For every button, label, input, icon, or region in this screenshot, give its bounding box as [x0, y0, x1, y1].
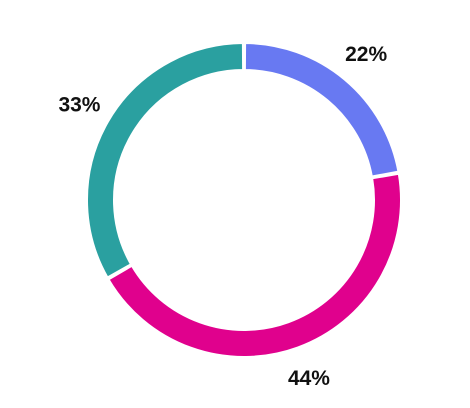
slice-label-2: 44%	[288, 367, 330, 390]
donut-slice-3	[86, 41, 245, 279]
donut-slices	[86, 41, 402, 358]
slice-label-1: 22%	[345, 43, 387, 66]
slice-labels: 22% 44% 33%	[58, 43, 387, 390]
slice-label-3: 33%	[58, 94, 100, 117]
donut-slice-2	[107, 172, 402, 358]
donut-slice-1	[243, 41, 400, 178]
